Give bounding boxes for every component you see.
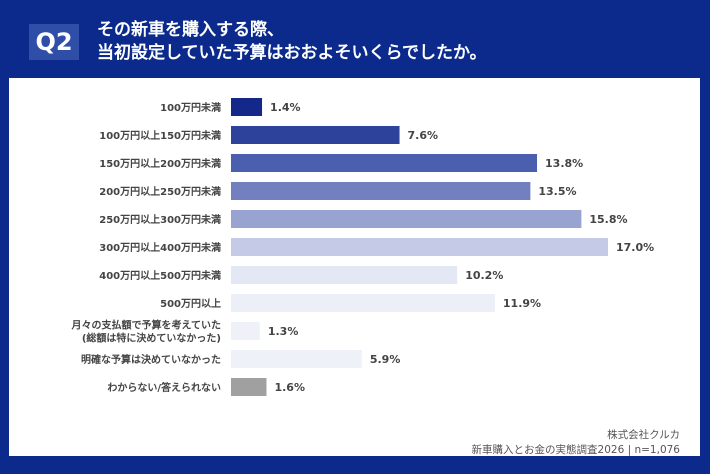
value-label: 1.3% [268,325,299,338]
value-label: 1.4% [270,101,301,114]
bar [231,294,495,312]
category-label: 100万円未満 [160,101,221,114]
category-label: 200万円以上250万円未満 [99,185,221,198]
bar [231,378,267,396]
bar [231,238,608,256]
category-label: 150万円以上200万円未満 [99,157,221,170]
bar [231,266,458,284]
category-label: 100万円以上150万円未満 [99,129,221,142]
bar [231,98,263,116]
footer: 株式会社クルカ 新車購入とお金の実態調査2026 | n=1,076 [472,428,680,458]
value-label: 11.9% [503,297,541,310]
value-label: 5.9% [370,353,401,366]
footer-source: 新車購入とお金の実態調査2026 | n=1,076 [471,444,680,456]
value-label: 15.8% [589,213,627,226]
category-label: 400万円以上500万円未満 [99,269,221,282]
value-label: 1.6% [274,381,305,394]
value-label: 17.0% [616,241,654,254]
value-label: 13.5% [538,185,576,198]
value-label: 7.6% [408,129,439,142]
bar [231,210,582,228]
category-label: 500万円以上 [160,297,221,310]
category-label: 明確な予算は決めていなかった [81,353,221,366]
title-line-2: 当初設定していた予算はおおよそいくらでしたか。 [97,43,487,63]
bar [231,126,400,144]
bar [231,350,362,368]
footer-company: 株式会社クルカ [607,429,680,441]
category-label: (総額は特に決めていなかった) [82,332,221,345]
title-line-1: その新車を購入する際、 [97,20,284,40]
category-label: 250万円以上300万円未満 [99,213,221,226]
bar [231,322,260,340]
category-label: 月々の支払額で予算を考えていた [71,319,222,332]
bar [231,182,531,200]
value-label: 10.2% [465,269,503,282]
question-badge: Q2 [29,24,79,60]
category-label: 300万円以上400万円未満 [99,241,221,254]
bar [231,154,538,172]
category-label: わからない/答えられない [107,381,221,394]
value-label: 13.8% [545,157,583,170]
chart-title: その新車を購入する際、 当初設定していた予算はおおよそいくらでしたか。 [97,19,487,65]
